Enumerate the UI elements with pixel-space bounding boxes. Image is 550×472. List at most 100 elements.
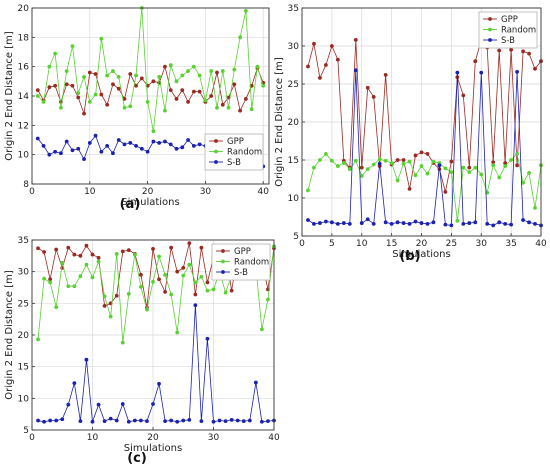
data-point-s-b bbox=[42, 419, 46, 424]
data-point-random bbox=[249, 107, 254, 112]
data-point-random bbox=[324, 152, 328, 156]
data-point-s-b bbox=[84, 357, 89, 362]
data-point-s-b bbox=[126, 419, 131, 424]
y-axis-label: Origin 2 End Distance [m] bbox=[274, 57, 285, 187]
data-point-random bbox=[151, 129, 156, 134]
data-point-random bbox=[168, 63, 173, 68]
data-point-random bbox=[329, 158, 334, 163]
x-tick-label: 0 bbox=[299, 239, 305, 249]
data-point-gpp bbox=[139, 76, 144, 81]
data-point-random bbox=[76, 91, 81, 95]
x-tick-label: 20 bbox=[416, 239, 428, 249]
data-point-s-b bbox=[78, 419, 83, 424]
data-point-s-b bbox=[168, 142, 173, 147]
series-line-s-b bbox=[307, 70, 542, 226]
data-point-gpp bbox=[90, 252, 95, 257]
y-tick-label: 35 bbox=[18, 236, 29, 246]
data-point-random bbox=[449, 170, 454, 175]
chart-panel-1: 0 10 20 30 408101214161820SimulationsOrigin … bbox=[4, 4, 270, 212]
data-point-s-b bbox=[36, 418, 40, 423]
data-point-s-b bbox=[407, 221, 412, 226]
data-point-random bbox=[163, 108, 167, 113]
x-tick-label: 40 bbox=[268, 433, 280, 443]
data-point-random bbox=[383, 158, 388, 163]
data-point-random bbox=[335, 164, 340, 168]
data-point-random bbox=[114, 252, 119, 256]
data-point-random bbox=[105, 73, 110, 78]
data-point-s-b bbox=[111, 151, 115, 156]
data-point-s-b bbox=[503, 221, 508, 226]
panel-label: (b) bbox=[399, 249, 420, 264]
data-point-gpp bbox=[175, 269, 180, 274]
x-tick-label: 0 bbox=[29, 187, 35, 197]
data-point-gpp bbox=[407, 186, 412, 191]
data-point-s-b bbox=[186, 138, 190, 142]
legend-entry: GPP bbox=[501, 15, 518, 25]
data-point-s-b bbox=[64, 139, 69, 144]
data-point-random bbox=[255, 64, 260, 69]
data-point-random bbox=[371, 162, 376, 167]
data-point-gpp bbox=[168, 88, 173, 93]
legend-swatch-marker bbox=[488, 17, 492, 21]
data-point-random bbox=[78, 274, 83, 278]
data-point-random bbox=[163, 272, 168, 277]
data-point-random bbox=[93, 92, 98, 97]
data-point-s-b bbox=[53, 149, 58, 154]
data-point-random bbox=[395, 178, 400, 183]
y-tick-label: 10 bbox=[18, 151, 30, 161]
axes-frame bbox=[301, 7, 542, 237]
data-point-gpp bbox=[443, 190, 448, 194]
x-tick-label: 20 bbox=[142, 187, 154, 197]
data-point-random bbox=[455, 218, 460, 223]
data-point-random bbox=[238, 35, 242, 40]
data-point-gpp bbox=[181, 265, 186, 270]
y-axis-label: Origin 2 End Distance [m] bbox=[4, 31, 15, 161]
data-point-s-b bbox=[114, 418, 119, 423]
data-point-s-b bbox=[473, 220, 478, 225]
data-point-gpp bbox=[371, 95, 376, 99]
data-point-random bbox=[126, 291, 131, 296]
data-point-s-b bbox=[116, 138, 121, 142]
data-point-random bbox=[42, 276, 46, 281]
data-point-random bbox=[401, 161, 406, 166]
data-point-s-b bbox=[371, 221, 376, 226]
data-point-random bbox=[353, 158, 358, 163]
data-point-s-b bbox=[455, 70, 460, 75]
data-point-s-b bbox=[174, 146, 179, 151]
data-point-s-b bbox=[54, 418, 59, 423]
data-point-random bbox=[467, 170, 472, 175]
legend-entry: GPP bbox=[234, 247, 251, 257]
data-point-s-b bbox=[163, 419, 168, 424]
data-point-gpp bbox=[139, 272, 143, 277]
y-tick-label: 10 bbox=[18, 394, 30, 404]
data-point-random bbox=[521, 180, 525, 185]
data-point-s-b bbox=[70, 148, 75, 153]
data-point-s-b bbox=[341, 221, 346, 225]
data-point-s-b bbox=[199, 419, 204, 424]
data-point-s-b bbox=[47, 152, 52, 157]
data-point-s-b bbox=[306, 218, 310, 222]
data-point-s-b bbox=[191, 143, 196, 148]
data-point-random bbox=[306, 188, 310, 193]
data-point-random bbox=[443, 166, 448, 171]
data-point-random bbox=[261, 83, 266, 88]
data-point-s-b bbox=[425, 221, 430, 226]
data-point-gpp bbox=[134, 83, 138, 88]
data-point-random bbox=[157, 75, 162, 79]
data-point-s-b bbox=[229, 417, 234, 422]
data-point-s-b bbox=[139, 146, 144, 151]
data-point-gpp bbox=[215, 70, 219, 75]
data-point-s-b bbox=[76, 146, 81, 151]
data-point-random bbox=[491, 163, 496, 168]
data-point-random bbox=[145, 99, 150, 104]
data-point-random bbox=[181, 273, 186, 278]
data-point-gpp bbox=[243, 97, 248, 101]
data-point-random bbox=[312, 165, 316, 170]
x-tick-label: 20 bbox=[147, 433, 159, 443]
data-point-gpp bbox=[163, 64, 167, 69]
data-point-s-b bbox=[260, 419, 264, 424]
series-line-random bbox=[307, 153, 542, 221]
data-point-random bbox=[174, 79, 179, 84]
